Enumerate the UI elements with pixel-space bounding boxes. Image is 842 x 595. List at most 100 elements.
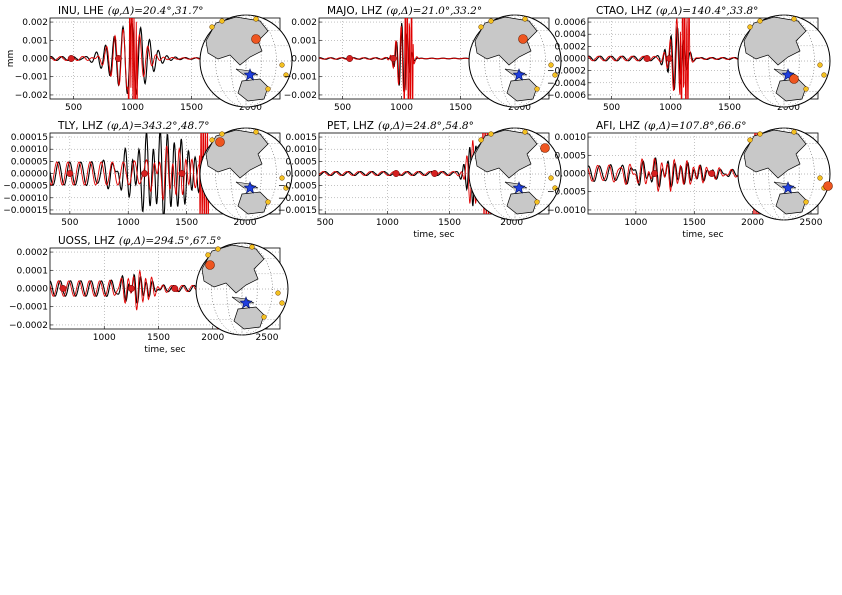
x-tick-label: 1000 [659,103,682,113]
seismogram-panel-2: −0.002 −0.001 0.000 0.001 0.002 500 1000 1500 20… [284,5,562,113]
station-dot [817,175,823,181]
y-tick-label: 0.000 [291,55,317,65]
panel-title: PET, LHZ (φ,Δ)=24.8°,54.8° [327,120,474,132]
epicenter-star-icon [243,181,257,194]
epicenter-star-icon [239,296,253,309]
y-tick-label: 0.00005 [11,157,48,167]
globe-inset [737,14,831,108]
epicenter-star-icon [512,68,526,81]
globe-inset [737,127,833,221]
station-dot [534,199,540,205]
phase-marker [708,170,716,177]
phase-marker [178,170,186,177]
y-tick-label: 0.001 [22,36,48,46]
station-dot [219,18,225,24]
phase-marker [431,170,439,177]
station-dot [757,18,763,24]
phase-marker [66,170,74,177]
phase-marker [651,170,658,177]
asia-landmass [205,16,269,66]
station-dot [548,62,554,68]
station-dot [747,137,753,143]
station-dot [283,185,289,191]
y-tick-label: −0.0010 [278,194,317,204]
y-tick-label: 0.00010 [11,145,48,155]
x-tick-label: 2000 [500,218,523,228]
station-dot [552,72,558,78]
panel-title: TLY, LHZ (φ,Δ)=343.2°,48.7° [57,120,209,132]
x-tick-label: 500 [61,218,78,228]
x-tick-label: 2000 [777,103,800,113]
station-dot [478,137,484,143]
station-dot [249,244,255,250]
highlighted-station-dot [251,34,261,44]
station-dot [478,24,484,30]
highlighted-station-dot [789,74,799,84]
y-tick-label: −0.002 [284,91,317,101]
highlighted-station-dot [518,34,528,44]
station-dot [757,131,763,137]
station-dot [275,290,281,296]
y-tick-label: 0.00015 [11,133,48,143]
station-dot [279,175,285,181]
station-dot [205,252,211,258]
station-params: (φ,Δ)=107.8°,66.6° [644,120,747,132]
station-dot [253,129,259,135]
phase-marker [67,55,75,62]
asia-landmass [743,129,807,179]
x-axis-label: time, sec [413,230,454,240]
y-tick-label: 0.0010 [286,145,318,155]
station-dot [747,24,753,30]
y-tick-label: 0.0005 [555,151,587,161]
station-params: (φ,Δ)=140.4°,33.8° [656,5,759,17]
asia-landmass [743,16,807,66]
y-tick-label: −0.0015 [278,206,317,216]
station-label: TLY, LHZ [57,120,103,132]
y-tick-label: 0.0000 [17,285,49,295]
y-tick-label: 0.002 [291,18,317,28]
x-tick-label: 1500 [175,218,198,228]
y-tick-label: 0.0002 [555,42,587,52]
station-dot [522,16,528,22]
y-tick-label: −0.002 [15,91,48,101]
x-tick-label: 2000 [201,333,224,343]
australia-landmass [506,191,538,215]
panel-title: UOSS, LHZ (φ,Δ)=294.5°,67.5° [58,235,221,247]
globe-inset [468,14,562,108]
globe-inset [199,14,293,108]
phase-marker [59,285,67,292]
station-params: (φ,Δ)=20.4°,31.7° [108,5,204,17]
y-tick-label: 0.0004 [555,30,587,40]
y-tick-label: −0.0010 [547,206,586,216]
x-tick-label: 500 [65,103,82,113]
panel-title: INU, LHE (φ,Δ)=20.4°,31.7° [58,5,204,17]
x-tick-label: 500 [317,218,334,228]
x-tick-label: 1500 [180,103,203,113]
x-tick-label: 1000 [390,103,413,113]
x-tick-label: 1000 [93,333,116,343]
australia-landmass [233,306,265,330]
x-tick-label: 2000 [508,103,531,113]
station-dot [209,24,215,30]
seismogram-panel-4: −0.00015 −0.00010 −0.00005 0.00000 0.00005 0.… [3,120,293,228]
x-tick-label: 2500 [800,218,823,228]
y-tick-label: 0.0000 [286,170,318,180]
y-tick-label: 0.0000 [555,55,587,65]
globe-meridian [215,14,277,108]
x-tick-label: 1000 [121,103,144,113]
highlighted-station-dot [205,260,215,270]
seismogram-panel-5: −0.0015 −0.0010 −0.0005 0.0000 0.0005 0.0010 0… [278,120,562,240]
highlighted-station-dot [823,181,833,191]
highlighted-station-dot [215,137,225,147]
station-dot [791,16,797,22]
y-tick-label: 0.0010 [555,133,587,143]
station-dot [209,137,215,143]
phase-marker [346,55,354,62]
x-tick-label: 1500 [438,218,461,228]
y-tick-label: −0.00015 [3,206,48,216]
globe-inset [468,127,562,221]
phase-marker [392,170,400,177]
y-tick-label: 0.00000 [11,170,48,180]
asia-landmass [474,16,538,66]
